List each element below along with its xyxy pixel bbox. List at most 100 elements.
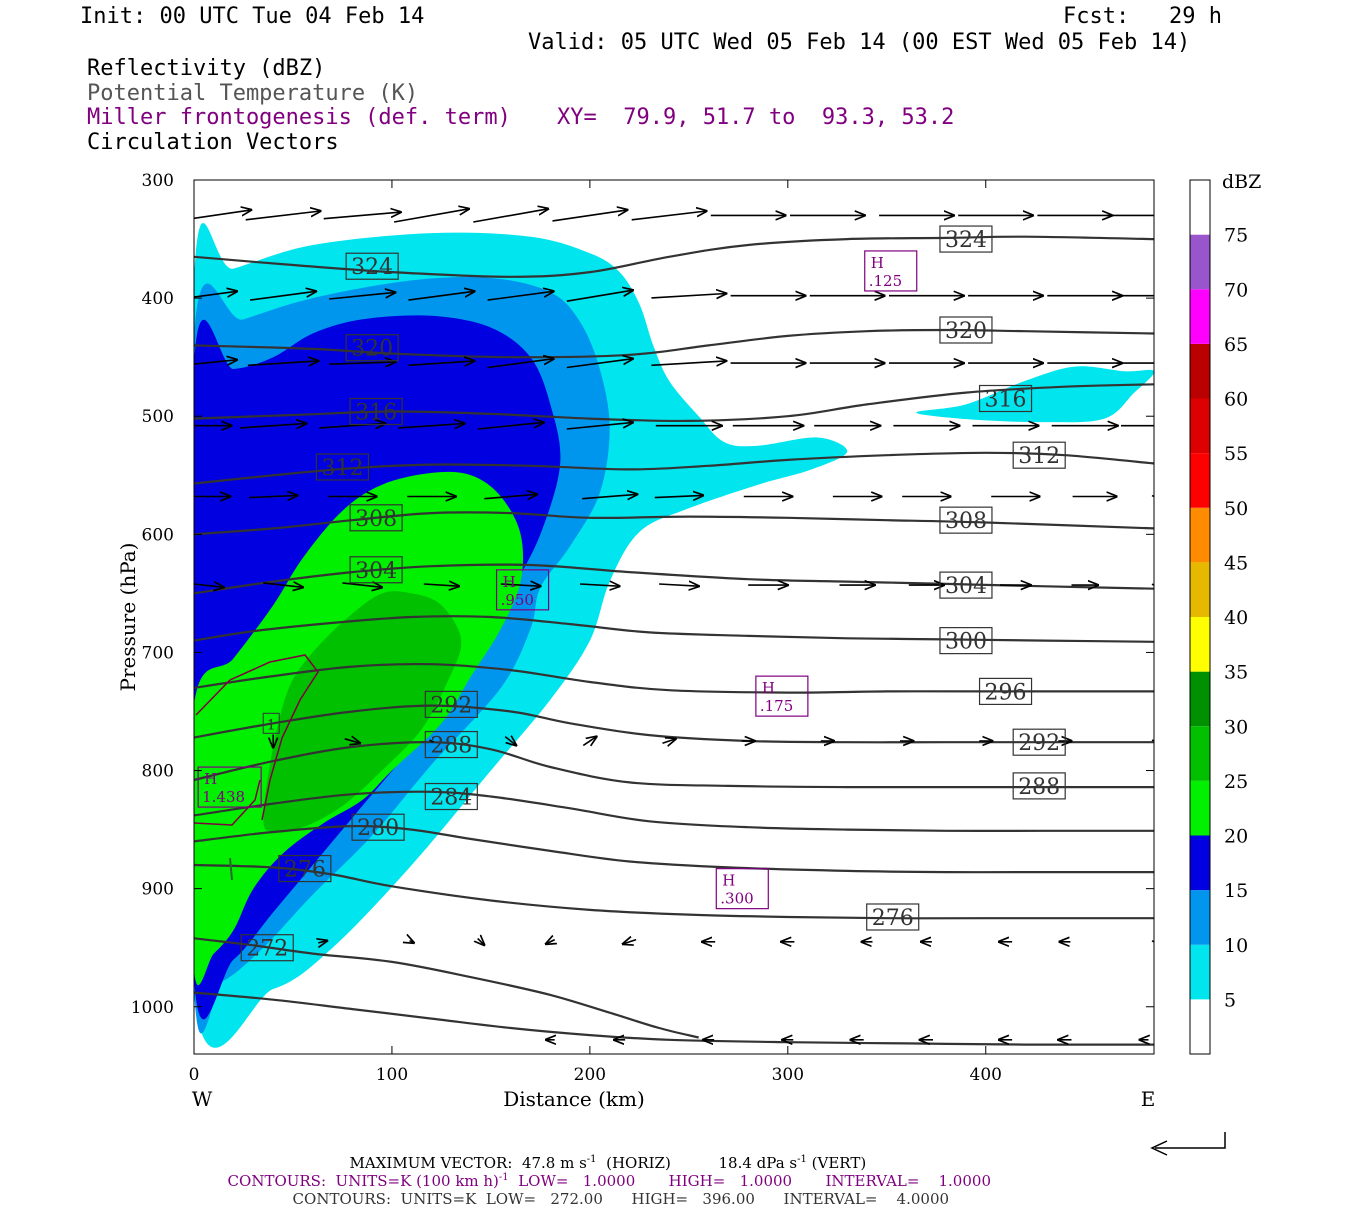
theta-label-box xyxy=(1012,772,1066,800)
theta-label: 288 xyxy=(1018,775,1060,800)
circulation-vector xyxy=(579,584,620,586)
circulation-vector xyxy=(423,584,459,586)
circulation-vector xyxy=(623,940,637,944)
y-tick-label: 700 xyxy=(142,643,174,663)
circulation-vector xyxy=(323,212,401,220)
theta-label: 300 xyxy=(945,630,987,655)
max-vector-label: MAXIMUM VECTOR: xyxy=(349,1154,513,1172)
fg-units: CONTOURS: UNITS=K (100 km h) xyxy=(227,1172,499,1190)
circulation-vector xyxy=(393,209,469,223)
max-vector-line: MAXIMUM VECTOR: 47.8 m s-1 (HORIZ) 18.4 … xyxy=(349,1154,867,1172)
theta-label-box xyxy=(1012,441,1066,469)
circulation-vector xyxy=(194,210,251,220)
cross-section-endpoints: XY= 79.9, 51.7 to 93.3, 53.2 xyxy=(557,105,955,130)
theta-label-box xyxy=(424,782,478,811)
theta-label: 276 xyxy=(284,858,326,883)
colorbar-label: 55 xyxy=(1224,443,1248,465)
frontogenesis-max-box xyxy=(864,250,918,292)
circulation-vector xyxy=(473,209,548,223)
theta-label-box xyxy=(278,854,332,883)
field-vectors: Circulation Vectors xyxy=(87,130,339,155)
frontogenesis-max-box xyxy=(755,675,809,717)
y-axis-label: Pressure (hPa) xyxy=(116,543,140,692)
y-tick-label: 1000 xyxy=(131,998,174,1018)
theta-label-box xyxy=(978,384,1033,413)
east-label: E xyxy=(1141,1087,1156,1111)
x-tick-label: 400 xyxy=(970,1065,1002,1085)
x-axis-label: Distance (km) xyxy=(503,1087,645,1111)
theta-label: 304 xyxy=(945,574,987,599)
colorbar-label: 15 xyxy=(1224,880,1248,902)
forecast-hour: Fcst: 29 h xyxy=(1063,4,1222,29)
frontogenesis-max-value: .300 xyxy=(720,890,753,908)
theta-label: 324 xyxy=(351,255,393,280)
horiz-tag: (HORIZ) xyxy=(606,1154,671,1172)
colorbar-swatch xyxy=(1190,289,1210,344)
theta-label-box xyxy=(349,504,403,532)
colorbar-frame xyxy=(1189,179,1211,1055)
theta-label: 280 xyxy=(357,816,399,841)
theta-label-box xyxy=(978,677,1033,706)
frontogenesis-contour-info: CONTOURS: UNITS=K (100 km h)-1 LOW= 1.00… xyxy=(227,1172,991,1190)
fg-interval: INTERVAL= 1.0000 xyxy=(825,1172,991,1190)
theta-label-box xyxy=(345,252,399,280)
frontogenesis-max-value: 1.438 xyxy=(202,788,245,806)
fg-low: LOW= 1.0000 xyxy=(518,1172,636,1190)
theta-isentrope xyxy=(194,235,1154,278)
theta-label-box xyxy=(939,316,993,344)
frontogenesis-max-label: H xyxy=(762,679,775,697)
circulation-vector xyxy=(582,494,637,498)
colorbar-label: 65 xyxy=(1224,334,1248,356)
y-tick-label: 500 xyxy=(142,407,174,427)
west-label: W xyxy=(192,1087,213,1111)
theta-isentrope xyxy=(194,511,1154,536)
theta-label: 288 xyxy=(430,734,472,759)
colorbar-title: dBZ xyxy=(1222,171,1261,193)
theta-label-box xyxy=(351,813,405,841)
circulation-vector xyxy=(194,291,237,298)
colorbar-label: 50 xyxy=(1224,498,1248,520)
frontogenesis-max-box xyxy=(715,868,769,910)
circulation-vectors xyxy=(194,209,1154,1040)
circulation-vector xyxy=(318,941,327,943)
field-frontogenesis: Miller frontogenesis (def. term) xyxy=(87,105,511,130)
circulation-vector xyxy=(654,495,703,497)
theta-label-box xyxy=(939,571,993,599)
theta-isentrope xyxy=(194,741,1154,789)
colorbar-label: 70 xyxy=(1224,279,1248,301)
circulation-vector xyxy=(552,210,628,222)
theta-isentrope xyxy=(194,704,1154,744)
frontogenesis-max-label: H xyxy=(871,254,884,272)
circulation-vector xyxy=(659,584,699,586)
circulation-vector xyxy=(194,360,237,367)
theta-label-box xyxy=(939,627,993,655)
frontogenesis-max-value: .950 xyxy=(501,591,534,609)
colorbar-swatch xyxy=(1190,999,1210,1054)
frontogenesis-contour-label: 1 xyxy=(267,717,276,733)
theta-isentrope xyxy=(194,662,1154,694)
y-tick-label: 400 xyxy=(142,289,174,309)
circulation-vector xyxy=(566,290,633,302)
colorbar-label: 60 xyxy=(1224,389,1248,411)
theta-label-box xyxy=(424,730,478,759)
theta-isentrope xyxy=(194,790,1154,832)
frontogenesis-max-label: H xyxy=(722,872,735,890)
theta-label: 324 xyxy=(945,228,987,253)
theta-label: 312 xyxy=(1018,444,1060,469)
theta-label-box xyxy=(1012,728,1066,756)
circulation-vector xyxy=(249,291,316,301)
circulation-vector xyxy=(1151,494,1154,498)
frontogenesis-contour xyxy=(194,779,261,826)
circulation-vector xyxy=(247,361,318,365)
theta-label: 312 xyxy=(321,456,363,481)
colorbar: 5 10 15 20 25 30 35 40 45 50 55 60 65 70 75 dBZ xyxy=(1189,171,1261,1055)
theta-label: 272 xyxy=(246,937,288,962)
theta-label-box xyxy=(939,506,993,534)
theta-label-box xyxy=(939,225,993,253)
max-vector-horiz: 47.8 m s xyxy=(521,1154,587,1172)
colorbar-swatch xyxy=(1190,890,1210,945)
colorbar-swatch xyxy=(1190,180,1210,235)
colorbar-swatch xyxy=(1190,562,1210,617)
frontogenesis-contour-label-box xyxy=(262,712,280,734)
frontogenesis-max-box xyxy=(197,766,262,808)
